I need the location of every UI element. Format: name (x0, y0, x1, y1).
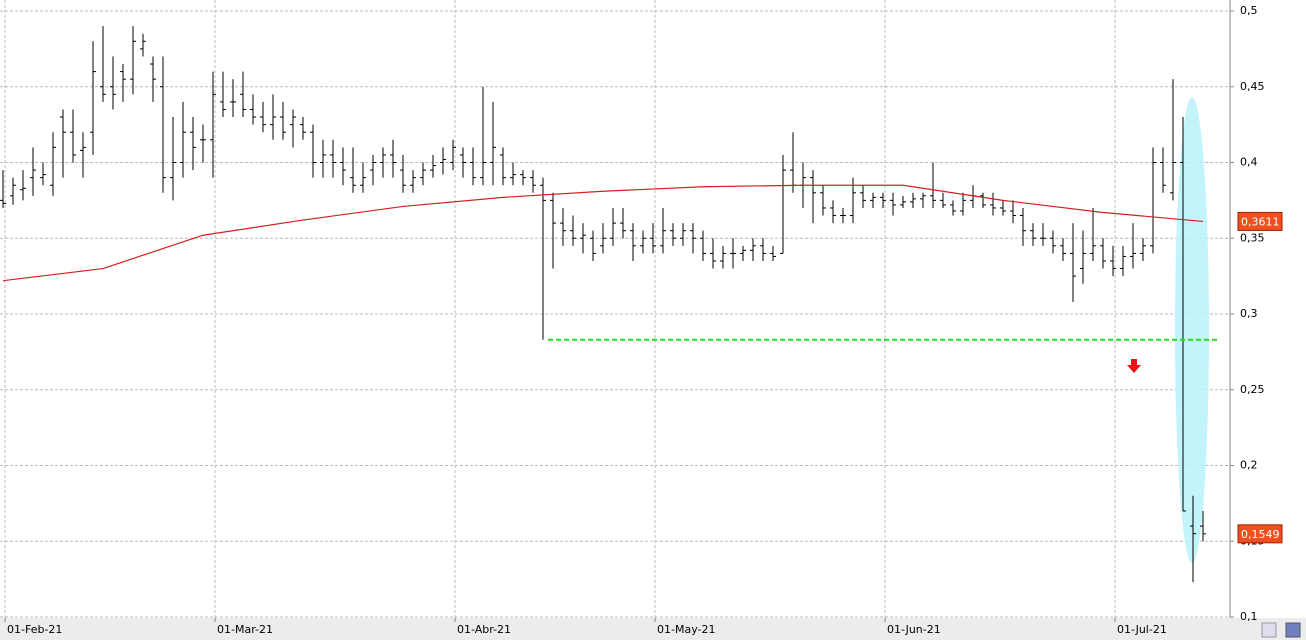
icon (1261, 622, 1277, 638)
price-label: 0,1549 (1241, 528, 1280, 541)
moving-average (2, 184, 1204, 282)
y-tick-label: 0,4 (1240, 156, 1258, 169)
highlight (1175, 97, 1209, 563)
x-tick-label: 01-Jun-21 (887, 623, 941, 636)
price-label-box (1237, 524, 1283, 544)
y-tick-label: 0,2 (1240, 459, 1258, 472)
y-tick-label: 0,1 (1240, 610, 1258, 623)
x-tick-label: 01-Jul-21 (1117, 623, 1167, 636)
y-tick-label: 0,45 (1240, 80, 1265, 93)
price-label: 0,3611 (1241, 215, 1280, 228)
x-tick-label: 01-May-21 (657, 623, 715, 636)
y-tick-label: 0,5 (1240, 4, 1258, 17)
x-tick-label: 01-Mar-21 (217, 623, 273, 636)
y-tick-label: 0,35 (1240, 231, 1265, 244)
save-icon[interactable] (1285, 622, 1301, 638)
price-label-box (1237, 211, 1283, 231)
down-arrow (1127, 359, 1141, 373)
x-axis-strip (0, 618, 1306, 640)
x-tick-label: 01-Feb-21 (7, 623, 62, 636)
y-tick-label: 0,25 (1240, 383, 1265, 396)
plot (0, 26, 1218, 583)
y-tick-label: 0,3 (1240, 307, 1258, 320)
grid (0, 0, 1230, 618)
x-tick-label: 01-Abr-21 (457, 623, 511, 636)
